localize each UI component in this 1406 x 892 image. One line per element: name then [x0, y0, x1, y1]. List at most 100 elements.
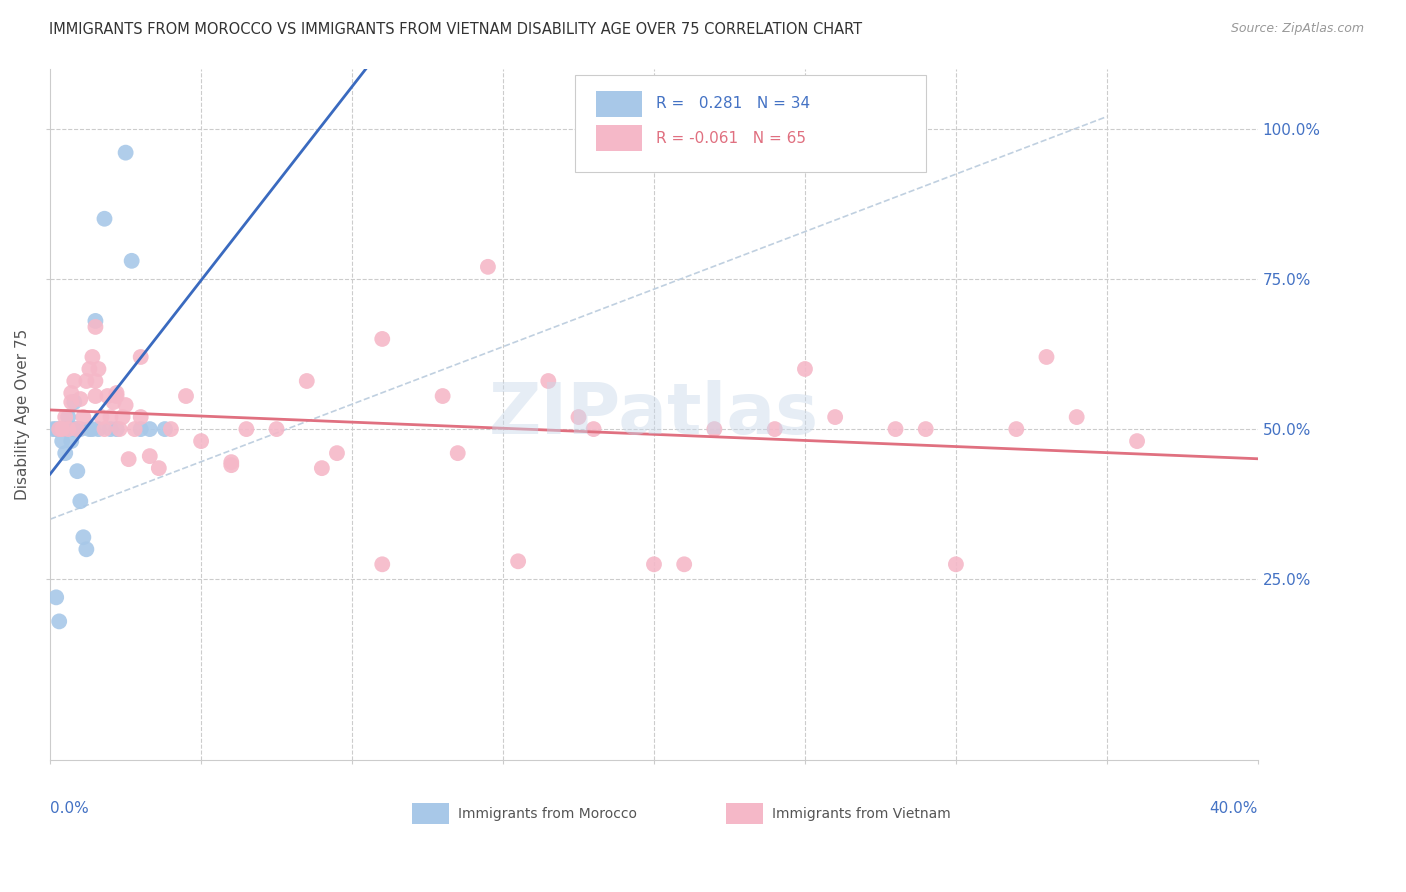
Point: [87, 362, 110, 376]
Point: [60, 386, 83, 401]
Point: [72, 530, 94, 544]
Point: [48, 422, 70, 436]
FancyBboxPatch shape: [727, 803, 762, 824]
Point: [311, 461, 333, 475]
Point: [93, 422, 115, 436]
Point: [1066, 410, 1088, 425]
Text: 40.0%: 40.0%: [1209, 801, 1258, 816]
Point: [371, 332, 394, 346]
Point: [643, 558, 665, 572]
Point: [139, 449, 162, 463]
Point: [153, 422, 176, 436]
Point: [477, 260, 499, 274]
Point: [221, 458, 243, 472]
Point: [824, 410, 846, 425]
Point: [60, 434, 83, 449]
Point: [105, 389, 128, 403]
Point: [537, 374, 560, 388]
Point: [914, 422, 936, 436]
Point: [108, 422, 131, 436]
Point: [79, 362, 101, 376]
Point: [567, 410, 589, 425]
Point: [295, 374, 318, 388]
Point: [58, 410, 80, 425]
FancyBboxPatch shape: [596, 125, 643, 152]
Text: Immigrants from Morocco: Immigrants from Morocco: [458, 806, 637, 821]
Point: [100, 422, 122, 436]
Point: [82, 422, 104, 436]
Point: [84, 374, 107, 388]
Point: [53, 410, 76, 425]
Text: R =   0.281   N = 34: R = 0.281 N = 34: [657, 96, 810, 112]
Point: [508, 554, 530, 568]
Point: [45, 591, 67, 605]
Point: [103, 395, 125, 409]
Point: [432, 389, 454, 403]
Point: [63, 374, 86, 388]
Point: [945, 558, 967, 572]
Point: [84, 320, 107, 334]
Point: [48, 422, 70, 436]
Point: [66, 422, 89, 436]
Point: [129, 422, 152, 436]
Text: Source: ZipAtlas.com: Source: ZipAtlas.com: [1230, 22, 1364, 36]
Point: [82, 350, 104, 364]
Text: Immigrants from Vietnam: Immigrants from Vietnam: [772, 806, 950, 821]
Point: [75, 374, 97, 388]
Point: [60, 395, 83, 409]
Point: [51, 434, 73, 449]
Point: [121, 253, 143, 268]
Point: [84, 389, 107, 403]
Text: IMMIGRANTS FROM MOROCCO VS IMMIGRANTS FROM VIETNAM DISABILITY AGE OVER 75 CORREL: IMMIGRANTS FROM MOROCCO VS IMMIGRANTS FR…: [49, 22, 862, 37]
Point: [75, 542, 97, 557]
Point: [703, 422, 725, 436]
Point: [53, 422, 76, 436]
Text: R = -0.061   N = 65: R = -0.061 N = 65: [657, 131, 807, 145]
Point: [129, 410, 152, 425]
Point: [63, 422, 86, 436]
Point: [371, 558, 394, 572]
Point: [53, 446, 76, 460]
Point: [100, 410, 122, 425]
Point: [582, 422, 605, 436]
Point: [69, 422, 91, 436]
Point: [96, 389, 118, 403]
Text: ZIPatlas: ZIPatlas: [489, 380, 820, 449]
Point: [105, 386, 128, 401]
Point: [326, 446, 349, 460]
Point: [51, 422, 73, 436]
Text: 0.0%: 0.0%: [51, 801, 89, 816]
Point: [794, 362, 817, 376]
Point: [79, 422, 101, 436]
Point: [66, 422, 89, 436]
Point: [58, 422, 80, 436]
Point: [60, 422, 83, 436]
Point: [69, 392, 91, 406]
Point: [69, 494, 91, 508]
Point: [235, 422, 257, 436]
Point: [45, 422, 67, 436]
Point: [72, 410, 94, 425]
Point: [139, 422, 162, 436]
Point: [1005, 422, 1028, 436]
Point: [93, 211, 115, 226]
Y-axis label: Disability Age Over 75: Disability Age Over 75: [15, 328, 30, 500]
Point: [160, 422, 183, 436]
Point: [447, 446, 470, 460]
Point: [87, 422, 110, 436]
Point: [51, 422, 73, 436]
Point: [174, 389, 197, 403]
Point: [763, 422, 786, 436]
FancyBboxPatch shape: [596, 91, 643, 117]
Point: [58, 422, 80, 436]
Point: [266, 422, 288, 436]
Point: [129, 350, 152, 364]
Point: [105, 422, 128, 436]
Point: [48, 615, 70, 629]
Point: [66, 464, 89, 478]
Point: [884, 422, 907, 436]
Point: [53, 422, 76, 436]
Point: [84, 314, 107, 328]
Point: [114, 398, 136, 412]
Point: [111, 410, 134, 425]
